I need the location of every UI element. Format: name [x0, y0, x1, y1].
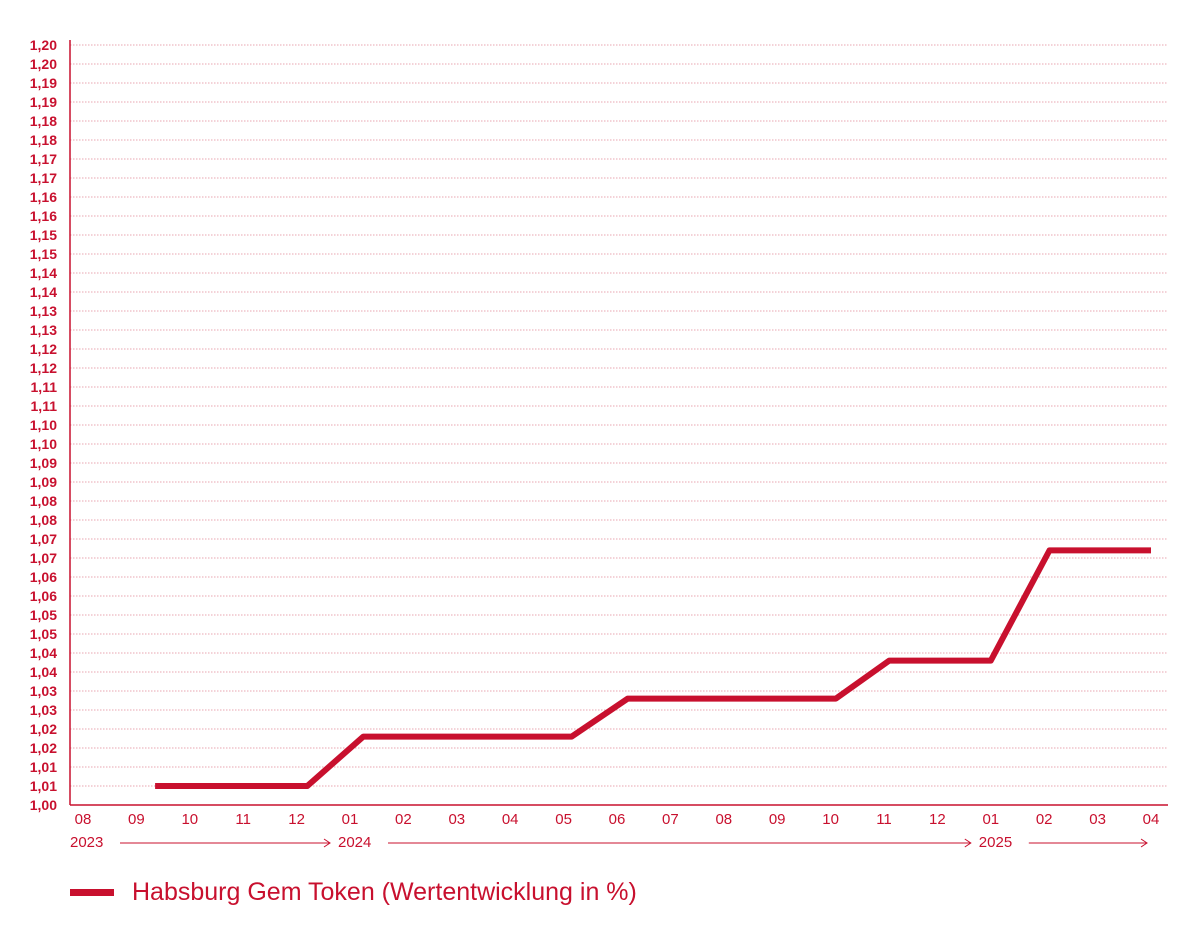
- y-tick-label: 1,02: [30, 740, 57, 756]
- y-tick-label: 1,07: [30, 550, 57, 566]
- y-tick-label: 1,01: [30, 759, 57, 775]
- legend-label: Habsburg Gem Token (Wertentwicklung in %…: [132, 878, 637, 906]
- year-arrow-head: [964, 838, 972, 848]
- legend: Habsburg Gem Token (Wertentwicklung in %…: [70, 878, 637, 907]
- y-tick-label: 1,04: [30, 645, 57, 661]
- y-tick-label: 1,12: [30, 360, 57, 376]
- y-tick-label: 1,04: [30, 664, 57, 680]
- y-tick-label: 1,00: [30, 797, 57, 813]
- y-tick-label: 1,13: [30, 322, 57, 338]
- y-axis-ticks: 1,20 1,20 1,19 1,19 1,18 1,18 1,17 1,17 1,16 1,16…: [30, 37, 57, 813]
- y-tick-label: 1,06: [30, 569, 57, 585]
- x-tick-label: 01: [342, 811, 359, 828]
- y-tick-label: 1,16: [30, 208, 57, 224]
- y-tick-label: 1,18: [30, 113, 57, 129]
- y-tick-label: 1,19: [30, 75, 57, 91]
- y-tick-label: 1,11: [31, 398, 58, 414]
- y-tick-label: 1,08: [30, 512, 57, 528]
- x-tick-label: 08: [75, 811, 92, 828]
- y-tick-label: 1,01: [30, 778, 57, 794]
- grid-lines: [70, 44, 1168, 787]
- x-tick-label: 02: [1036, 811, 1053, 828]
- y-tick-label: 1,10: [30, 436, 57, 452]
- x-tick-label: 04: [502, 811, 519, 828]
- year-label: 2023: [70, 834, 103, 851]
- x-tick-label: 07: [662, 811, 679, 828]
- y-tick-label: 1,12: [30, 341, 57, 357]
- y-tick-label: 1,11: [31, 379, 58, 395]
- x-tick-label: 12: [929, 811, 946, 828]
- y-tick-label: 1,09: [30, 455, 57, 471]
- year-label: 2025: [979, 834, 1012, 851]
- x-tick-label: 12: [288, 811, 305, 828]
- x-tick-label: 10: [822, 811, 839, 828]
- series-lines: [155, 547, 1151, 789]
- x-axis-ticks: 08 09 10 11 12 01 02 03 04 05 06 07 08 09 10 11 12 01 02 03…: [75, 811, 1160, 828]
- y-tick-label: 1,16: [30, 189, 57, 205]
- y-tick-label: 1,06: [30, 588, 57, 604]
- line-chart: 1,20 1,20 1,19 1,19 1,18 1,18 1,17 1,17 1,16 1,16…: [30, 37, 1168, 851]
- y-tick-label: 1,20: [30, 37, 57, 53]
- y-tick-label: 1,09: [30, 474, 57, 490]
- y-tick-label: 1,02: [30, 721, 57, 737]
- y-tick-label: 1,03: [30, 683, 57, 699]
- y-tick-label: 1,17: [30, 151, 57, 167]
- x-tick-label: 10: [181, 811, 198, 828]
- axes: [69, 40, 1168, 806]
- year-arrow-head: [1140, 838, 1148, 848]
- x-tick-label: 09: [128, 811, 145, 828]
- year-arrow-head: [323, 838, 331, 848]
- y-tick-label: 1,18: [30, 132, 57, 148]
- y-tick-label: 1,10: [30, 417, 57, 433]
- y-tick-label: 1,14: [30, 265, 57, 281]
- legend-swatch: [70, 889, 114, 896]
- y-tick-label: 1,08: [30, 493, 57, 509]
- x-tick-label: 04: [1143, 811, 1160, 828]
- x-tick-label: 03: [1089, 811, 1106, 828]
- y-tick-label: 1,19: [30, 94, 57, 110]
- y-tick-label: 1,20: [30, 56, 57, 72]
- series-line: [155, 547, 1151, 789]
- y-tick-label: 1,05: [30, 607, 57, 623]
- x-tick-label: 08: [715, 811, 732, 828]
- x-tick-label: 05: [555, 811, 572, 828]
- y-tick-label: 1,07: [30, 531, 57, 547]
- x-tick-label: 09: [769, 811, 786, 828]
- y-tick-label: 1,17: [30, 170, 57, 186]
- y-tick-label: 1,15: [30, 246, 57, 262]
- y-tick-label: 1,15: [30, 227, 57, 243]
- y-tick-label: 1,05: [30, 626, 57, 642]
- y-tick-label: 1,03: [30, 702, 57, 718]
- year-label: 2024: [338, 834, 371, 851]
- x-tick-label: 11: [876, 811, 892, 828]
- y-tick-label: 1,14: [30, 284, 57, 300]
- x-tick-label: 02: [395, 811, 412, 828]
- x-tick-label: 11: [235, 811, 251, 828]
- year-markers: 2023 2024 2025: [70, 834, 1148, 851]
- y-tick-label: 1,13: [30, 303, 57, 319]
- x-tick-label: 01: [982, 811, 999, 828]
- x-tick-label: 06: [609, 811, 626, 828]
- x-tick-label: 03: [448, 811, 465, 828]
